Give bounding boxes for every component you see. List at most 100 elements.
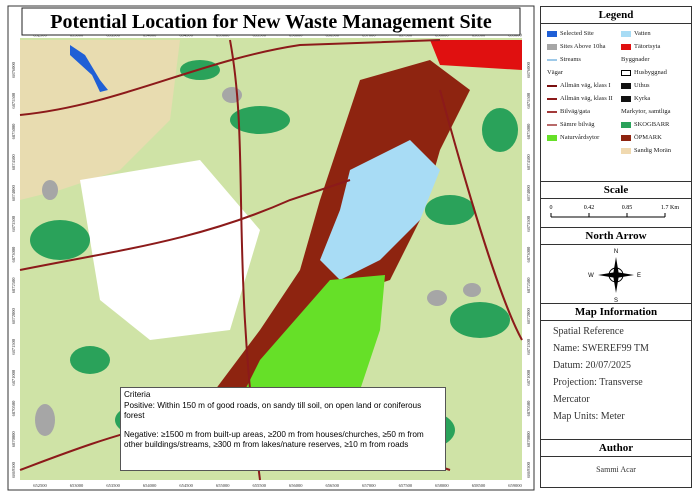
- legend-swatch: [547, 84, 557, 87]
- legend-item: Streams: [547, 53, 621, 66]
- scale-bar: 0 0.42 0.85 1.7 Km: [550, 205, 679, 218]
- x-coordinate-label: 653500: [106, 483, 120, 488]
- map-info: Spatial Reference Name: SWEREF99 TM Datum:…: [553, 323, 649, 425]
- y-coordinate-label: 6871500: [526, 338, 531, 355]
- legend-label: Kyrka: [634, 95, 651, 102]
- nature-reserve: [230, 275, 385, 420]
- x-coordinate-label: 658500: [472, 483, 486, 488]
- legend-swatch: [547, 43, 557, 50]
- map-info-line: Map Units: Meter: [553, 411, 625, 422]
- compass-letter: W: [588, 273, 594, 279]
- criteria-negative: Negative: ≥1500 m from built-up areas, ≥…: [124, 429, 424, 450]
- legend-label: Allmän väg, klass II: [560, 95, 613, 102]
- x-coordinate-label: 652500: [33, 483, 47, 488]
- legend-heading: Legend: [541, 7, 691, 24]
- legend-swatch: [621, 82, 631, 89]
- open-area: [80, 160, 260, 340]
- legend-swatch: [621, 134, 631, 141]
- legend-label: Sites Above 10ha: [560, 43, 606, 50]
- legend-swatch: [547, 123, 557, 126]
- map-info-line: Projection: Transverse: [553, 377, 643, 388]
- legend-swatch: [621, 147, 631, 154]
- legend-label: Bilväg/gata: [560, 108, 590, 115]
- legend-item: Vatten: [621, 27, 695, 40]
- legend-swatch: [547, 134, 557, 141]
- x-coordinate-label: 657000: [362, 483, 376, 488]
- compass-letter: S: [614, 298, 618, 304]
- scale-label: 0.85: [622, 205, 633, 211]
- y-coordinate-label: 6870500: [11, 400, 16, 417]
- legend-label: Husbyggnad: [634, 69, 667, 76]
- legend-label: Naturvårdsytor: [560, 134, 600, 141]
- y-coordinate-label: 6874000: [526, 184, 531, 201]
- urban: [430, 40, 522, 70]
- legend-item: Sämre bilväg: [547, 118, 621, 131]
- y-coordinate-label: 6873000: [526, 246, 531, 263]
- y-coordinate-label: 6875000: [526, 123, 531, 140]
- legend-item: Byggnader: [621, 53, 695, 66]
- legend-swatch: [547, 58, 557, 61]
- y-coordinate-label: 6870000: [526, 431, 531, 448]
- author-heading: Author: [541, 439, 691, 457]
- y-coordinate-label: 6874500: [11, 154, 16, 171]
- legend-label: SKOGBARR: [634, 121, 670, 128]
- y-coordinate-label: 6875000: [11, 123, 16, 140]
- y-coordinate-label: 6872000: [11, 308, 16, 325]
- legend-label: Sandig Morän: [634, 147, 672, 154]
- map-info-line: Spatial Reference: [553, 326, 624, 337]
- legend-item: Markytor, samtliga: [621, 105, 695, 118]
- y-coordinate-label: 6873500: [526, 215, 531, 232]
- legend-swatch: [621, 43, 631, 50]
- legend-swatch: [547, 30, 557, 37]
- map-info-line: Name: SWEREF99 TM: [553, 343, 649, 354]
- x-coordinate-label: 657500: [399, 483, 413, 488]
- author-name: Sammi Acar: [596, 465, 636, 474]
- legend-label: Tätortsyta: [634, 43, 661, 50]
- north-arrow-heading: North Arrow: [541, 227, 691, 245]
- compass-star: [598, 257, 634, 293]
- legend-item: Sandig Morän: [621, 144, 695, 157]
- selected-site: [70, 45, 108, 92]
- x-coordinate-label: 654500: [179, 483, 193, 488]
- x-coordinate-label: 656000: [289, 483, 303, 488]
- y-coordinate-label: 6874000: [11, 184, 16, 201]
- legend-label: Allmän väg, klass I: [560, 82, 611, 89]
- legend-left: Selected Site Sites Above 10ha Streams Väga…: [547, 27, 621, 144]
- legend-label: Selected Site: [560, 30, 594, 37]
- legend-swatch: [621, 69, 631, 76]
- compass-letter: E: [637, 273, 641, 279]
- legend-label: Sämre bilväg: [560, 121, 595, 128]
- y-coordinate-label: 6871000: [11, 369, 16, 386]
- legend-item: SKOGBARR: [621, 118, 695, 131]
- sandy-area: [20, 40, 180, 200]
- scale-label: 0.42: [584, 205, 595, 211]
- legend-swatch: [547, 110, 557, 113]
- y-coordinate-label: 6872000: [526, 308, 531, 325]
- side-panel: Legend Selected Site Sites Above 10ha Stre…: [540, 6, 692, 488]
- map-info-line: Datum: 20/07/2025: [553, 360, 632, 371]
- y-coordinate-label: 6873500: [11, 215, 16, 232]
- legend-label: Vatten: [634, 30, 651, 37]
- y-coordinate-label: 6876000: [11, 61, 16, 78]
- y-coordinate-label: 6869500: [526, 461, 531, 478]
- x-coordinate-label: 653000: [70, 483, 84, 488]
- legend-label: Streams: [560, 56, 581, 63]
- scale-label: 1.7 Km: [661, 205, 679, 211]
- x-coordinate-label: 654000: [143, 483, 157, 488]
- x-coordinate-label: 656500: [326, 483, 340, 488]
- legend-swatch: [621, 30, 631, 37]
- legend-item: Kyrka: [621, 92, 695, 105]
- legend-swatch: [547, 97, 557, 100]
- legend-right: Vatten Tätortsyta Byggnader Husbyggnad Uthus…: [621, 27, 695, 157]
- legend-swatch: [621, 121, 631, 128]
- y-coordinate-label: 6875500: [11, 92, 16, 109]
- y-coordinate-label: 6871000: [526, 369, 531, 386]
- y-coordinate-label: 6876000: [526, 61, 531, 78]
- legend-label: Uthus: [634, 82, 650, 89]
- y-coordinate-label: 6873000: [11, 246, 16, 263]
- legend-item: ÖPMARK: [621, 131, 695, 144]
- scale-heading: Scale: [541, 181, 691, 199]
- map-info-heading: Map Information: [541, 303, 691, 321]
- y-coordinate-label: 6870500: [526, 400, 531, 417]
